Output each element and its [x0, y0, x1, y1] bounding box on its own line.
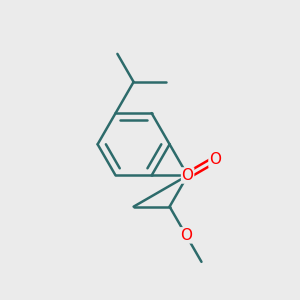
Text: O: O — [209, 152, 221, 167]
Text: O: O — [180, 228, 192, 243]
Text: O: O — [182, 168, 194, 183]
